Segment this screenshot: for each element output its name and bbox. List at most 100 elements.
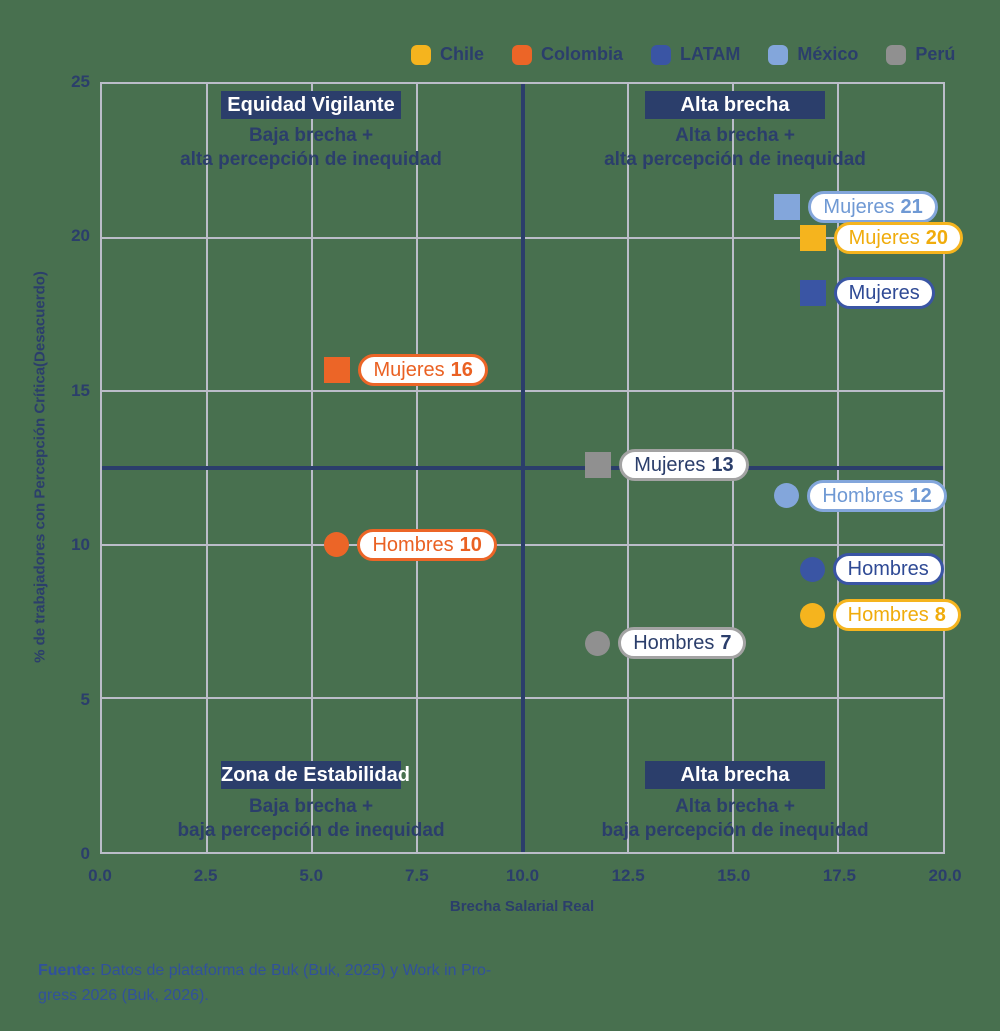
point-label-text: Mujeres: [634, 453, 706, 476]
legend-item-latam: LATAM: [651, 44, 740, 65]
legend-swatch-icon: [411, 44, 431, 65]
point-label-value: 13: [711, 453, 734, 476]
point-label-text: Hombres: [847, 558, 929, 581]
legend-item-mexico: México: [768, 44, 858, 65]
point-label-text: Hombres: [822, 484, 904, 507]
source-note: Fuente: Datos de plataforma de Buk (Buk,…: [38, 958, 491, 1008]
point-label-value: 12: [909, 484, 932, 507]
quadrant-subtitle-bottom-left: Baja brecha + baja percepción de inequid…: [177, 795, 444, 843]
x-tick: 5.0: [299, 866, 324, 885]
legend-swatch-icon: [768, 44, 789, 65]
legend-label: Colombia: [541, 44, 624, 64]
scatter-marker: [774, 483, 800, 509]
scatter-marker: [585, 630, 611, 656]
data-point-latam-mujeres: Mujeres: [799, 276, 935, 309]
quadrant-subtitle-top-left: Baja brecha + alta percepción de inequid…: [180, 124, 442, 172]
quadrant-title-top-left: Equidad Vigilante: [221, 91, 401, 119]
x-axis-ticks: 0.0 2.5 5.0 7.5 10.0 12.5 15.0 17.5 20.0: [88, 866, 961, 888]
y-tick: 20: [71, 226, 90, 246]
data-point-peru-mujeres: Mujeres 13: [585, 448, 749, 481]
point-label-pill: Hombres 8: [832, 599, 961, 632]
legend-item-chile: Chile: [411, 44, 484, 65]
data-point-colombia-mujeres: Mujeres 16: [324, 353, 488, 386]
subtitle-line: Baja brecha +: [248, 125, 374, 146]
x-tick: 2.5: [193, 866, 218, 885]
scatter-marker: [799, 556, 825, 582]
data-point-colombia-hombres: Hombres 10: [324, 528, 497, 561]
legend-swatch-icon: [512, 44, 533, 65]
x-tick: 12.5: [611, 866, 645, 885]
reference-line-horizontal: [102, 466, 943, 470]
point-label-pill: Hombres 12: [807, 479, 947, 512]
legend-label: LATAM: [680, 44, 741, 64]
x-axis-title: Brecha Salarial Real: [449, 898, 595, 915]
subtitle-line: baja percepción de inequidad: [177, 820, 445, 841]
data-point-mexico-mujeres: Mujeres 21: [774, 190, 938, 223]
x-tick: 0.0: [88, 866, 112, 885]
point-label-text: Hombres: [372, 533, 454, 556]
legend-label: Chile: [440, 44, 485, 64]
point-label-text: Mujeres: [848, 226, 920, 249]
y-tick: 10: [71, 535, 90, 555]
subtitle-line: baja percepción de inequidad: [601, 820, 869, 841]
point-label-pill: Mujeres 20: [833, 221, 964, 254]
point-label-text: Hombres: [633, 632, 715, 655]
quadrant-title-bottom-right: Alta brecha: [645, 761, 825, 789]
x-tick: 15.0: [717, 866, 751, 885]
legend-swatch-icon: [886, 44, 907, 65]
subtitle-line: Baja brecha +: [248, 796, 374, 817]
point-label-pill: Mujeres 21: [808, 190, 938, 223]
legend-item-colombia: Colombia: [512, 44, 623, 65]
quadrant-subtitle-bottom-right: Alta brecha + baja percepción de inequid…: [601, 795, 868, 843]
point-label-text: Mujeres: [373, 358, 445, 381]
data-point-peru-hombres: Hombres 7: [585, 627, 747, 660]
quadrant-title-bottom-left: Zona de Estabilidad: [221, 761, 410, 789]
quadrant-title-top-right: Alta brecha: [645, 91, 825, 119]
data-point-chile-mujeres: Mujeres 20: [799, 221, 964, 254]
source-line-2: gress 2026 (Buk, 2026).: [38, 987, 209, 1004]
legend-label: México: [797, 44, 859, 64]
point-label-pill: Mujeres: [833, 276, 935, 309]
point-label-value: 20: [925, 226, 949, 249]
legend-label: Perú: [915, 44, 956, 64]
subtitle-line: Alta brecha +: [675, 125, 795, 146]
source-prefix: Fuente:: [38, 962, 96, 979]
point-label-text: Hombres: [847, 604, 929, 627]
point-label-value: 7: [720, 632, 732, 655]
subtitle-line: alta percepción de inequidad: [604, 149, 866, 170]
scatter-marker: [774, 193, 801, 220]
point-label-pill: Hombres 7: [618, 627, 747, 660]
point-label-value: 10: [459, 533, 482, 556]
y-tick: 5: [80, 689, 90, 709]
y-tick: 0: [80, 844, 90, 863]
point-label-value: 8: [934, 604, 946, 627]
y-axis-ticks: 25 20 15 10 5 0: [0, 72, 90, 863]
scatter-marker: [585, 451, 612, 478]
point-label-value: 21: [900, 195, 923, 218]
x-tick: 10.0: [505, 866, 540, 885]
legend-swatch-icon: [651, 44, 672, 65]
subtitle-line: alta percepción de inequidad: [180, 149, 442, 170]
y-axis-title: % de trabajadores con Percepción Crítica…: [31, 271, 49, 663]
subtitle-line: Alta brecha +: [675, 796, 795, 817]
scatter-marker: [324, 532, 350, 558]
point-label-text: Mujeres: [848, 281, 920, 304]
scatter-marker: [324, 356, 351, 383]
point-label-pill: Hombres: [832, 553, 944, 586]
point-label-pill: Mujeres 13: [619, 448, 749, 481]
point-label-pill: Mujeres 16: [358, 353, 488, 386]
data-point-latam-hombres: Hombres: [799, 553, 944, 586]
point-label-pill: Hombres 10: [357, 528, 497, 561]
x-tick: 17.5: [822, 866, 856, 885]
point-label-text: Mujeres: [823, 195, 895, 218]
x-tick: 20.0: [928, 866, 962, 885]
source-text: Datos de plataforma de Buk (Buk, 2025) y…: [100, 962, 492, 979]
scatter-marker: [799, 602, 825, 628]
y-tick: 25: [71, 72, 90, 91]
data-point-mexico-hombres: Hombres 12: [774, 479, 947, 512]
data-point-chile-hombres: Hombres 8: [799, 599, 961, 632]
legend-item-peru: Perú: [886, 44, 955, 65]
plot-area: Equidad Vigilante Alta brecha Zona de Es…: [100, 82, 964, 854]
scatter-marker: [799, 224, 826, 251]
chart-legend: Chile Colombia LATAM México Perú: [411, 44, 955, 65]
